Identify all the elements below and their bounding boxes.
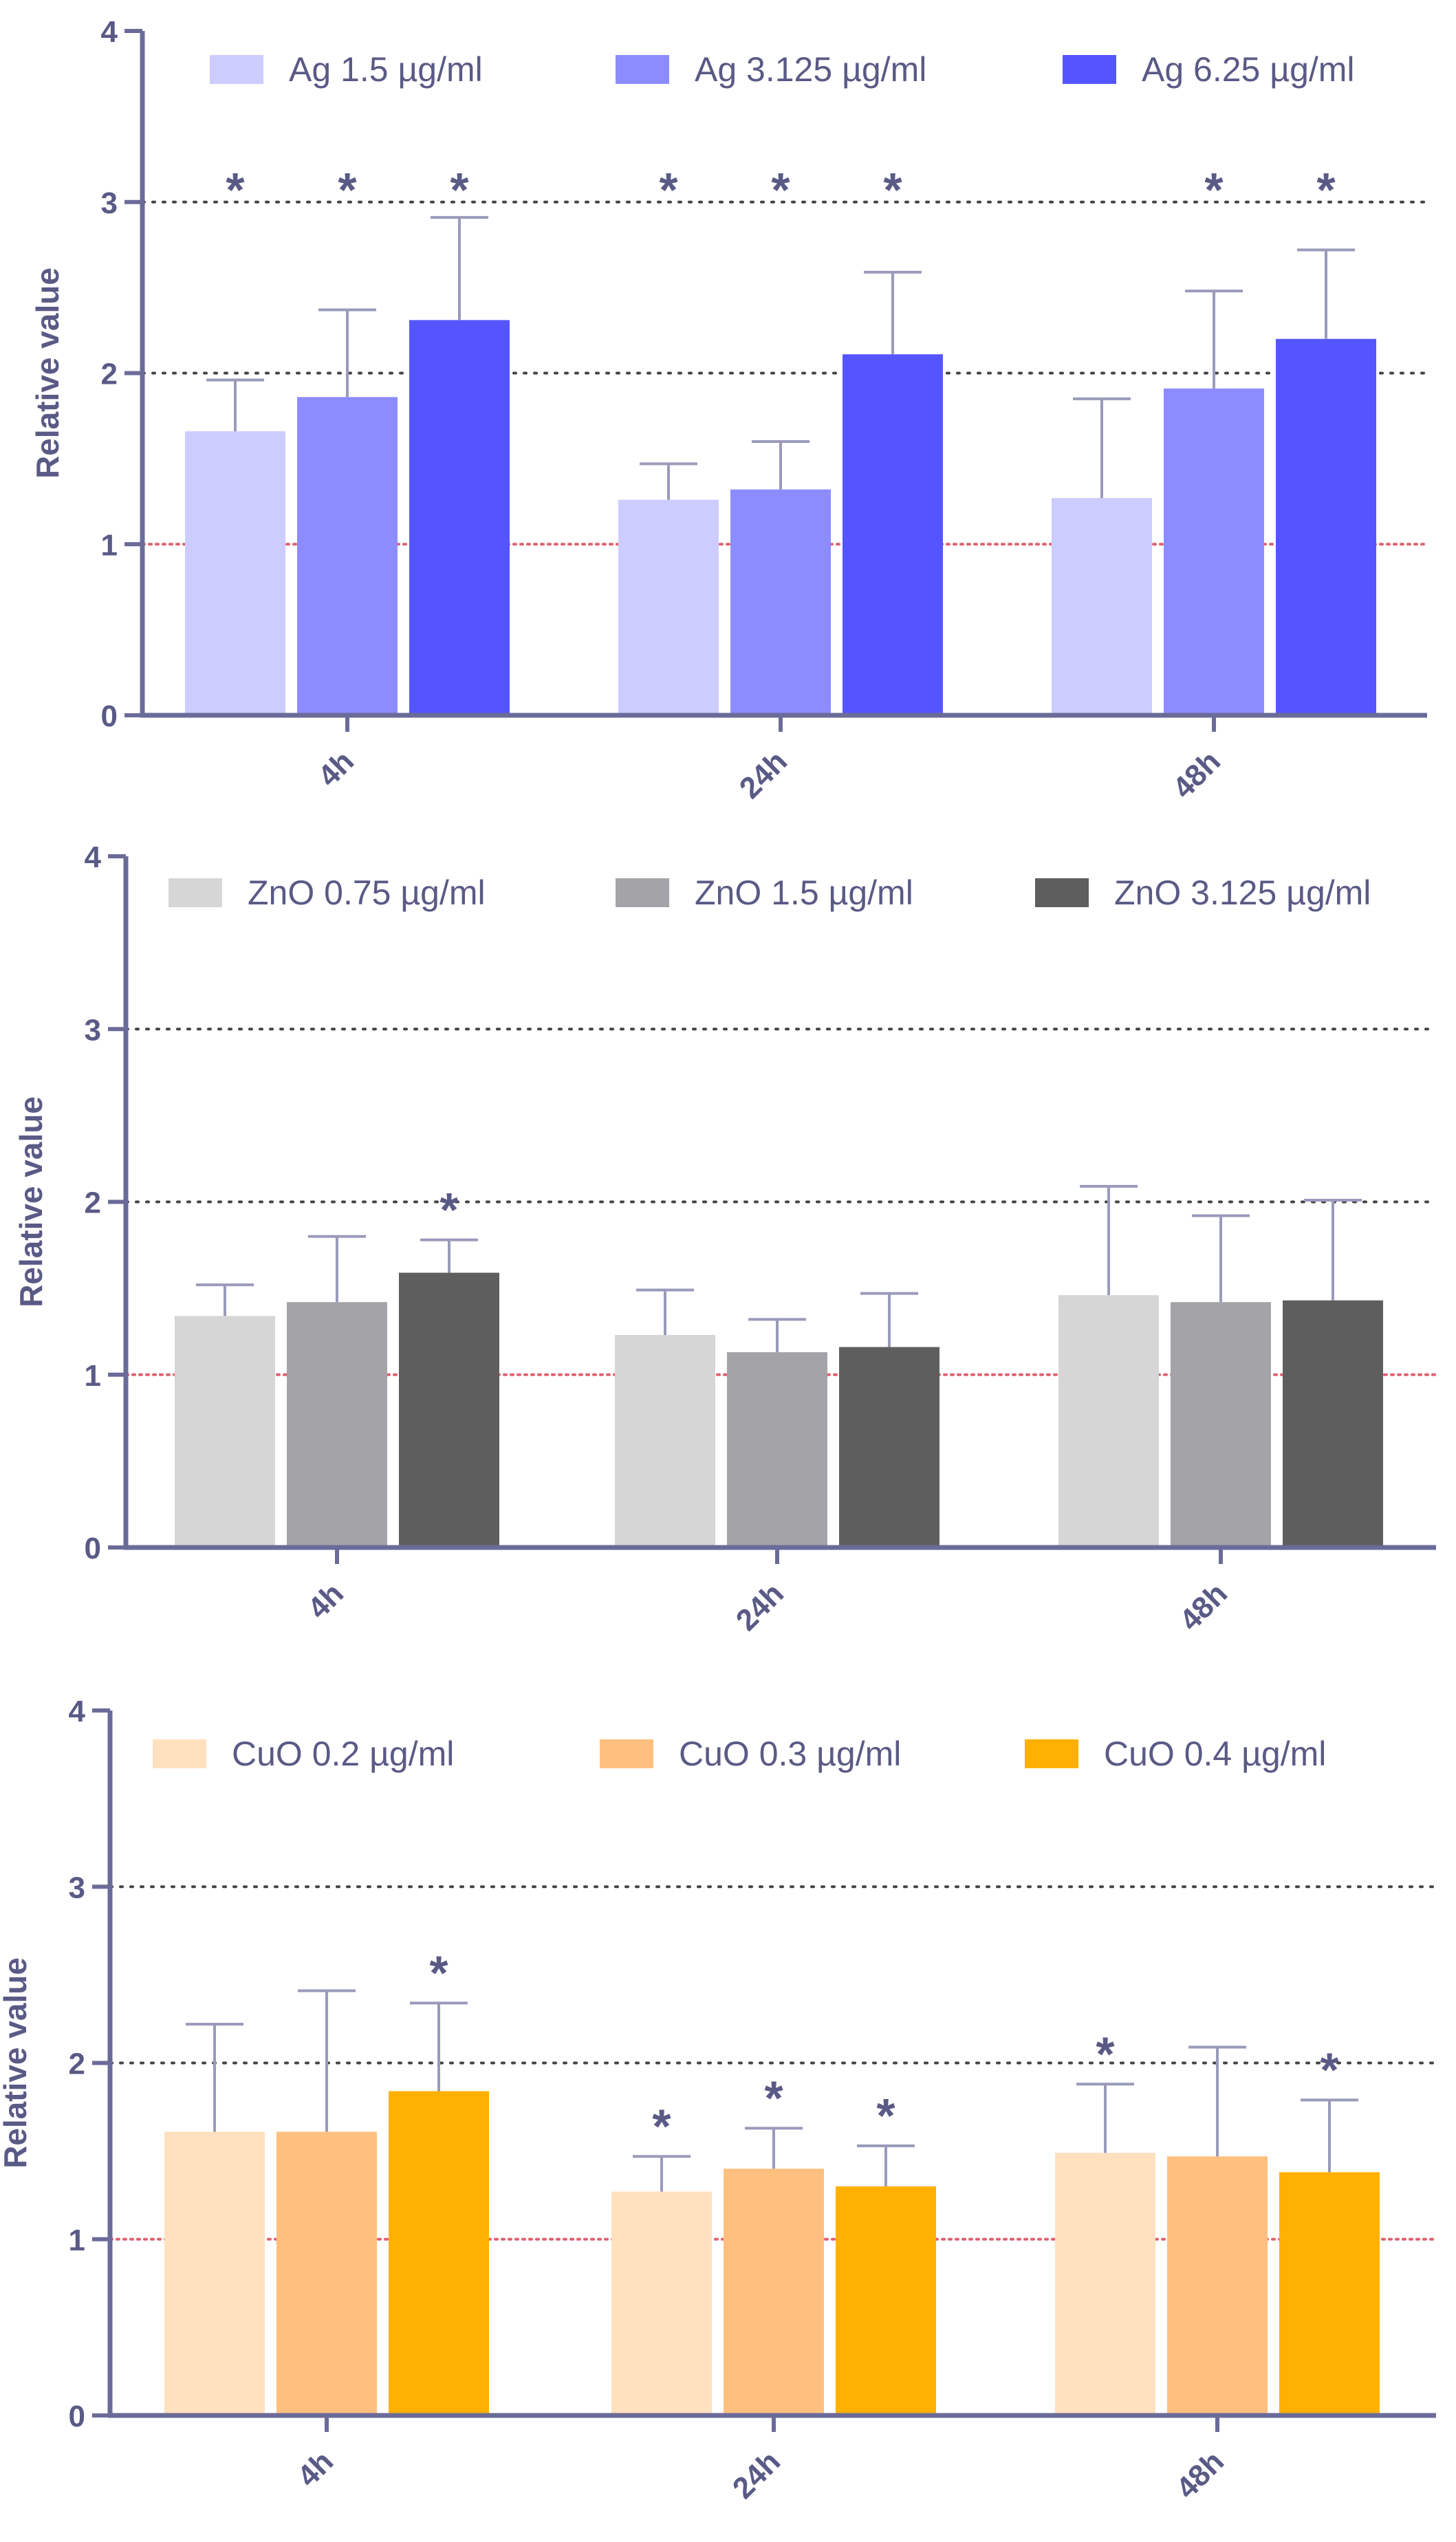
bar-4h-series-3	[399, 1272, 499, 1547]
bar-4h-series-1	[175, 1316, 275, 1547]
significance-star: *	[1320, 2043, 1339, 2096]
bar-24h-series-1	[618, 499, 719, 715]
bar-4h-series-1	[185, 431, 285, 715]
legend-label: Ag 3.125 µg/ml	[695, 50, 926, 89]
legend-swatch	[616, 878, 669, 907]
legend-swatch	[1063, 55, 1116, 84]
y-tick-label: 2	[101, 358, 118, 391]
chart-panel-1: * * * * * * * * 0 1 2 3 4 Relative value 4h 24h 48h Ag 1.…	[30, 15, 1428, 805]
x-tick-label-4h: 4h	[301, 1576, 350, 1625]
legend-label: CuO 0.3 µg/ml	[679, 1735, 901, 1773]
bar-4h-series-2	[297, 397, 398, 715]
x-tick-label-48h: 48h	[1170, 2444, 1230, 2505]
legend-swatch	[169, 878, 222, 907]
legend-swatch	[210, 55, 263, 84]
y-tick-label: 0	[85, 1532, 101, 1565]
x-tick-label-24h: 24h	[733, 744, 794, 805]
y-tick-label: 1	[69, 2224, 85, 2257]
x-tick-label-4h: 4h	[291, 2444, 340, 2493]
bar-24h-series-3	[843, 354, 943, 715]
significance-star: *	[338, 163, 357, 217]
significance-star: *	[1316, 163, 1336, 217]
bar-48h-series-2	[1164, 388, 1264, 715]
bar-24h-series-3	[836, 2186, 936, 2415]
bar-24h-series-1	[615, 1334, 715, 1547]
bar-48h-series-2	[1167, 2156, 1268, 2415]
bar-24h-series-2	[730, 489, 831, 715]
bar-48h-series-2	[1171, 1302, 1271, 1547]
bar-48h-series-3	[1276, 338, 1376, 715]
y-tick-label: 3	[101, 186, 118, 220]
legend-label: Ag 1.5 µg/ml	[289, 50, 483, 89]
bar-48h-series-1	[1055, 2153, 1155, 2415]
legend-label: ZnO 3.125 µg/ml	[1114, 873, 1371, 912]
bar-48h-series-3	[1279, 2172, 1380, 2415]
y-axis-label: Relative value	[30, 268, 65, 479]
legend-label: CuO 0.2 µg/ml	[232, 1735, 454, 1773]
legend-swatch	[1035, 878, 1089, 907]
legend-label: CuO 0.4 µg/ml	[1104, 1735, 1326, 1773]
bar-48h-series-1	[1052, 498, 1152, 715]
bar-24h-series-3	[839, 1347, 939, 1547]
legend-swatch	[153, 1739, 206, 1768]
significance-star: *	[1204, 163, 1224, 217]
x-tick-label-48h: 48h	[1173, 1576, 1234, 1637]
bar-48h-series-3	[1283, 1300, 1383, 1547]
significance-star: *	[771, 163, 790, 217]
significance-star: *	[659, 163, 678, 217]
y-tick-label: 4	[69, 1695, 86, 1728]
y-tick-label: 3	[69, 1871, 85, 1904]
bar-4h-series-2	[287, 1302, 387, 1547]
y-tick-label: 2	[85, 1186, 101, 1220]
y-tick-label: 1	[101, 528, 118, 562]
bar-24h-series-2	[727, 1352, 827, 1547]
significance-star: *	[439, 1183, 459, 1237]
y-tick-label: 1	[85, 1359, 101, 1393]
y-tick-label: 4	[101, 15, 118, 49]
y-axis-label: Relative value	[13, 1096, 49, 1307]
significance-star: *	[429, 1946, 448, 1999]
significance-star: *	[764, 2071, 783, 2125]
y-tick-label: 4	[85, 840, 102, 874]
bar-24h-series-1	[611, 2191, 712, 2415]
y-tick-label: 0	[69, 2400, 85, 2433]
x-tick-label-4h: 4h	[312, 744, 360, 793]
significance-star: *	[652, 2099, 671, 2153]
chart-panel-2: * 0 1 2 3 4 Relative value 4h 24h 48h ZnO 0.75 µg/…	[13, 840, 1437, 1638]
x-tick-label-48h: 48h	[1166, 744, 1227, 805]
y-tick-label: 0	[101, 699, 118, 733]
significance-star: *	[1096, 2027, 1115, 2081]
legend-label: ZnO 0.75 µg/ml	[248, 873, 486, 912]
x-tick-label-24h: 24h	[730, 1576, 790, 1637]
legend-swatch	[600, 1739, 653, 1768]
significance-star: *	[876, 2089, 895, 2142]
legend-swatch	[1025, 1739, 1078, 1768]
bar-24h-series-2	[724, 2169, 824, 2415]
x-tick-label-24h: 24h	[726, 2444, 787, 2505]
legend-swatch	[616, 55, 669, 84]
legend-label: ZnO 1.5 µg/ml	[695, 873, 913, 912]
bar-4h-series-1	[164, 2131, 265, 2415]
chart-panel-3: * * * * * * 0 1 2 3 4 Relative value 4h 24h 48h CuO 0.2…	[0, 1695, 1437, 2506]
y-tick-label: 2	[69, 2047, 85, 2081]
significance-star: *	[450, 163, 469, 217]
bar-4h-series-3	[389, 2091, 489, 2415]
significance-star: *	[226, 163, 245, 217]
bar-4h-series-3	[409, 320, 510, 715]
legend-label: Ag 6.25 µg/ml	[1142, 50, 1355, 89]
bar-4h-series-2	[276, 2131, 377, 2415]
significance-star: *	[883, 163, 902, 217]
bar-48h-series-1	[1058, 1295, 1159, 1547]
y-tick-label: 3	[85, 1013, 101, 1047]
y-axis-label: Relative value	[0, 1957, 33, 2169]
